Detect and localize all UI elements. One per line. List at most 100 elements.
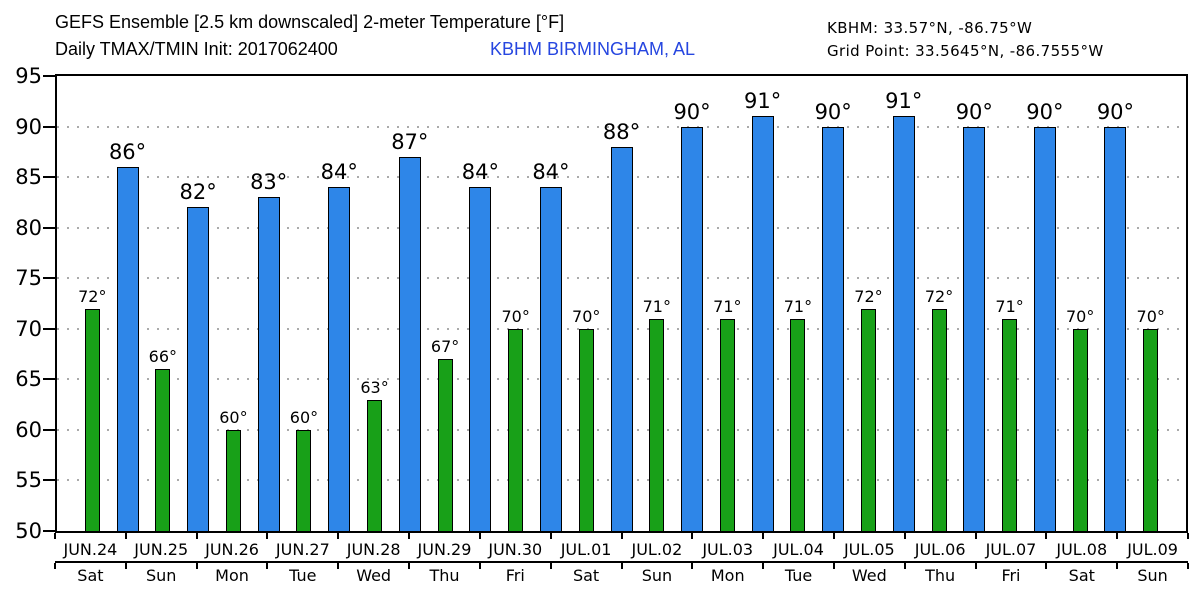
weekday-label: Sat (1068, 566, 1095, 585)
y-axis-tick-label: 90 (15, 114, 42, 139)
y-axis-tick-label: 50 (15, 519, 42, 543)
tmin-bar (225, 429, 241, 531)
x-axis-tick (974, 533, 977, 539)
date-label: JUL.09 (1127, 540, 1178, 559)
tmin-bar (719, 318, 735, 531)
tmax-bar (681, 126, 704, 531)
y-axis-tick (43, 176, 55, 179)
weekday-axis-tick (974, 563, 977, 569)
tmin-bar-label: 71° (642, 296, 671, 316)
station-name: KBHM BIRMINGHAM, AL (490, 39, 696, 59)
tmin-bar-label: 60° (219, 407, 248, 427)
tmin-bar (508, 328, 524, 531)
tmax-bar (398, 156, 421, 531)
weekday-label: Thu (925, 566, 956, 585)
tmin-bar (367, 399, 383, 531)
x-axis-tick (691, 533, 694, 539)
y-axis-tick-label: 95 (15, 64, 42, 88)
tmax-bar-label: 87° (391, 129, 429, 154)
date-label: JUN.30 (488, 540, 543, 559)
weekday-label: Sat (77, 566, 104, 585)
tmin-bar-label: 60° (289, 407, 319, 427)
x-axis-tick (903, 533, 906, 539)
x-axis-tick (1045, 533, 1048, 539)
tmax-bar-label: 90° (955, 99, 993, 124)
weekday-axis-tick (549, 563, 552, 569)
tmax-bar-label: 90° (673, 99, 711, 124)
x-axis-tick (54, 533, 56, 539)
weekday-axis-tick (1116, 563, 1119, 569)
tmax-bar (751, 116, 774, 531)
date-label: JUL.08 (1056, 540, 1108, 559)
weekday-label: Wed (356, 566, 392, 585)
y-axis-tick (43, 277, 55, 280)
weekday-axis-tick (1045, 563, 1048, 569)
tmax-bar (328, 187, 351, 531)
date-label: JUL.07 (985, 540, 1037, 559)
tmax-bar (1033, 126, 1056, 531)
date-label: JUN.24 (63, 540, 118, 559)
weekday-axis-tick (620, 563, 623, 569)
tmin-bar (649, 318, 665, 531)
x-axis-tick (337, 533, 340, 539)
y-axis-tick (43, 378, 55, 381)
tmin-bar (84, 308, 100, 531)
y-axis-tick (43, 479, 55, 482)
tmin-bar-label: 70° (1065, 306, 1095, 326)
y-axis-tick (43, 327, 55, 330)
tmin-bar-label: 71° (713, 296, 742, 316)
tmin-bar (578, 328, 594, 531)
station-coordinates: KBHM: 33.57°N, -86.75°W (827, 19, 1033, 37)
tmin-bar (790, 318, 806, 531)
weekday-label: Tue (289, 566, 317, 585)
tmin-bar (1002, 318, 1018, 531)
date-label: JUL.05 (843, 540, 895, 559)
x-axis-tick (1187, 533, 1189, 539)
x-axis-tick (1116, 533, 1119, 539)
weekday-label: Fri (505, 566, 525, 585)
tmin-bar-label: 72° (924, 286, 954, 306)
tmax-bar-label: 90° (1096, 99, 1135, 124)
tmin-bar (1143, 328, 1159, 531)
tmin-bar-label: 70° (501, 306, 530, 326)
tmax-bar (187, 207, 210, 531)
x-axis-tick (408, 533, 411, 539)
tmin-bar-label: 66° (148, 347, 178, 367)
weekday-axis-tick (903, 563, 906, 569)
tmax-bar-label: 90° (814, 99, 852, 124)
weekday-axis-tick (1187, 563, 1189, 569)
y-axis-tick-label: 55 (15, 468, 42, 493)
weekday-axis-tick (266, 563, 269, 569)
chart-subtitle: Daily TMAX/TMIN Init: 2017062400 (55, 39, 338, 59)
tmax-bar-label: 84° (320, 160, 358, 185)
x-axis-tick (549, 533, 552, 539)
x-axis-tick (266, 533, 269, 539)
tmin-bar (860, 308, 876, 531)
tmin-bar-label: 63° (360, 377, 389, 397)
weekday-label: Fri (1001, 566, 1021, 585)
tmax-bar (257, 197, 280, 531)
weekday-axis-tick (478, 563, 481, 569)
date-label: JUL.02 (631, 540, 683, 559)
gridline (57, 125, 1186, 128)
tmin-bar (437, 359, 453, 531)
weekday-label: Sun (146, 566, 177, 585)
tmax-bar-label: 86° (108, 140, 147, 164)
weekday-label: Sun (641, 566, 673, 585)
date-label: JUL.06 (914, 540, 966, 559)
x-axis-tick (832, 533, 835, 539)
weekday-axis-tick (54, 563, 56, 569)
tmax-bar (469, 187, 492, 531)
y-axis-tick (43, 530, 55, 532)
date-label: JUN.26 (205, 540, 259, 559)
x-axis-tick (762, 533, 765, 539)
tmax-bar (610, 146, 633, 531)
y-axis-tick (43, 125, 55, 128)
weekday-label: Thu (429, 566, 460, 585)
weekday-axis-tick (691, 563, 694, 569)
y-axis-tick-label: 70 (15, 316, 42, 341)
tmax-bar (1104, 126, 1127, 531)
tmin-bar-label: 70° (572, 306, 601, 326)
date-label: JUN.29 (417, 540, 472, 559)
